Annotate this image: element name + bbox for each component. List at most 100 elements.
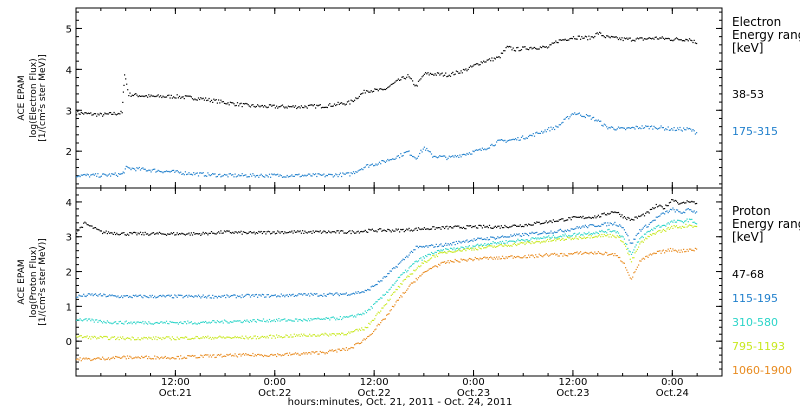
data-point (690, 128, 692, 130)
data-point (99, 319, 101, 321)
data-point (215, 233, 217, 235)
data-point (395, 288, 397, 291)
data-point (500, 139, 502, 141)
data-point (612, 224, 614, 226)
data-point (191, 174, 194, 176)
data-point (691, 210, 693, 212)
data-point (294, 231, 297, 233)
data-point (197, 322, 200, 324)
data-point (160, 171, 162, 173)
data-point (111, 173, 113, 175)
data-point (507, 236, 509, 238)
data-point (125, 295, 127, 297)
data-point (106, 295, 108, 297)
data-point (349, 332, 351, 334)
data-point (575, 252, 577, 254)
data-point (91, 335, 93, 338)
data-point (199, 338, 201, 340)
data-point (609, 253, 611, 256)
data-point (408, 285, 410, 287)
data-point (213, 297, 215, 299)
data-point (416, 245, 418, 247)
data-point (205, 320, 207, 323)
data-point (609, 37, 611, 39)
data-point (403, 272, 405, 274)
data-point (651, 254, 653, 256)
data-point (470, 258, 472, 260)
data-point (607, 222, 609, 224)
data-point (578, 112, 580, 114)
data-point (602, 236, 604, 238)
data-point (483, 149, 485, 151)
data-point (221, 320, 223, 322)
data-point (197, 357, 200, 359)
data-point (255, 232, 257, 234)
data-point (678, 211, 680, 213)
data-point (690, 218, 692, 221)
data-point (478, 237, 480, 239)
data-point (614, 236, 616, 238)
data-point (377, 299, 379, 301)
data-point (141, 296, 143, 298)
data-point (653, 227, 655, 229)
data-point (416, 279, 418, 281)
data-point (223, 294, 226, 296)
data-point (278, 175, 280, 177)
data-point (696, 225, 698, 228)
data-point (352, 231, 355, 233)
data-point (460, 156, 462, 158)
data-point (518, 50, 520, 52)
data-point (474, 239, 476, 241)
data-point (176, 170, 178, 172)
data-point (92, 295, 94, 297)
data-point (363, 89, 365, 91)
data-point (338, 174, 340, 176)
data-point (530, 224, 532, 226)
data-point (209, 175, 211, 177)
data-point (150, 94, 152, 96)
data-point (274, 233, 276, 235)
data-point (124, 74, 126, 76)
data-point (341, 349, 343, 351)
data-point (154, 322, 156, 324)
data-point (264, 336, 266, 338)
data-point (248, 176, 250, 178)
data-point (652, 233, 654, 235)
data-point (355, 316, 357, 318)
data-point (375, 88, 377, 90)
data-point (679, 203, 681, 205)
data-point (129, 355, 131, 357)
data-point (370, 164, 372, 166)
data-point (562, 218, 564, 220)
data-point (289, 352, 291, 354)
data-point (506, 257, 508, 259)
data-point (694, 133, 696, 135)
data-point (477, 249, 479, 251)
data-point (415, 269, 417, 271)
data-point (319, 350, 321, 353)
data-point (266, 107, 268, 109)
data-point (561, 230, 563, 232)
data-point (436, 72, 439, 74)
data-point (323, 334, 325, 336)
data-point (595, 33, 597, 35)
data-point (412, 251, 414, 253)
data-point (77, 230, 79, 232)
data-point (608, 224, 610, 226)
data-point (587, 217, 589, 219)
data-point (284, 296, 286, 298)
data-point (104, 232, 106, 234)
data-point (666, 38, 668, 40)
data-point (117, 233, 119, 236)
data-point (311, 232, 313, 234)
data-point (336, 174, 338, 176)
data-point (461, 227, 463, 229)
data-point (484, 148, 486, 150)
data-point (255, 175, 257, 177)
data-point (580, 234, 582, 236)
data-point (511, 225, 513, 227)
data-point (460, 70, 462, 72)
data-point (610, 35, 612, 38)
data-point (324, 106, 326, 108)
data-point (267, 337, 269, 339)
